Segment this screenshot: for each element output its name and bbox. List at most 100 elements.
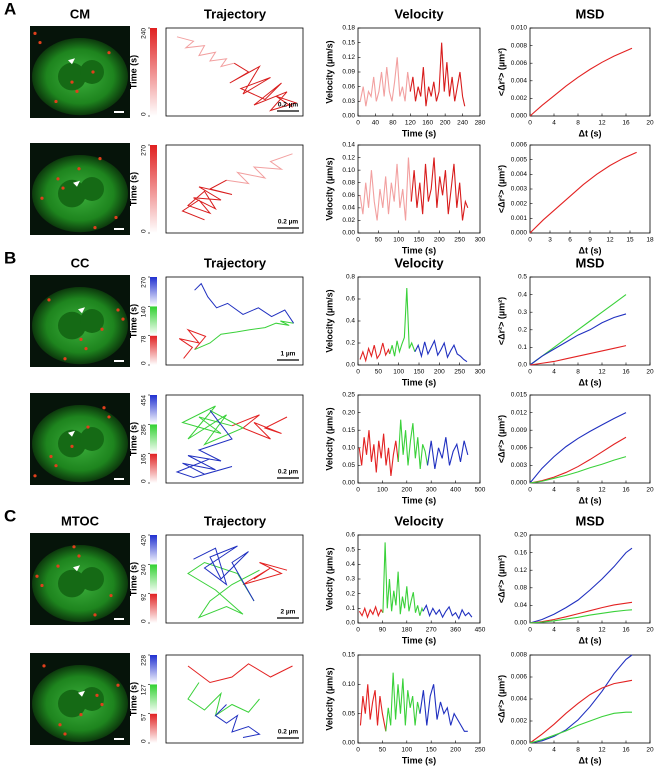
data-line — [422, 604, 473, 620]
trajectory-frame — [165, 27, 304, 117]
nucleus — [80, 309, 104, 333]
x-tick-label: 300 — [475, 237, 486, 244]
time-bar-segment — [150, 713, 157, 743]
trajectory-path — [187, 663, 293, 684]
y-axis-label: Velocity (µm/s) — [324, 157, 334, 220]
y-tick-label: 0.2 — [346, 590, 355, 597]
arrowhead — [78, 307, 85, 314]
x-tick-label: 16 — [622, 120, 630, 127]
axes-frame — [357, 276, 481, 366]
x-tick-label: 0 — [528, 237, 532, 244]
y-tick-label: 0.008 — [511, 652, 528, 659]
x-tick-label: 100 — [401, 747, 412, 754]
y-tick-label: 0.1 — [346, 605, 355, 612]
data-line — [529, 345, 627, 366]
x-tick-label: 100 — [393, 369, 404, 376]
x-tick-label: 200 — [440, 120, 451, 127]
trajectory-path — [181, 405, 245, 446]
nucleus — [58, 569, 86, 598]
axes-frame — [529, 276, 651, 366]
data-line — [529, 711, 632, 744]
x-tick-label: 150 — [426, 747, 437, 754]
arrowhead — [78, 690, 85, 697]
y-tick-label: 0.09 — [342, 69, 355, 76]
y-tick-label: 0.000 — [511, 113, 528, 120]
time-tick-label: 228 — [141, 655, 148, 666]
vesicle — [77, 554, 81, 558]
y-tick-label: 0.14 — [342, 142, 355, 149]
x-tick-label: 100 — [377, 487, 388, 494]
vesicle — [102, 406, 106, 410]
vesicle — [95, 693, 99, 697]
x-axis-label: Δt (s) — [579, 245, 602, 255]
y-tick-label: 0.008 — [511, 42, 528, 49]
data-line — [529, 456, 627, 484]
trajectory-path — [229, 62, 298, 112]
x-tick-label: 15 — [626, 237, 634, 244]
y-axis-label: Velocity (µm/s) — [324, 40, 334, 103]
y-tick-label: 0.003 — [511, 186, 528, 193]
scale-bar-label: 0.2 µm — [278, 469, 299, 476]
data-line — [359, 342, 391, 363]
y-tick-label: 0.15 — [342, 39, 355, 46]
y-tick-label: 0.00 — [342, 740, 355, 747]
x-tick-label: 240 — [457, 120, 468, 127]
x-tick-label: 80 — [389, 120, 397, 127]
axes-frame — [357, 654, 481, 744]
arrowhead — [68, 430, 75, 437]
y-tick-label: 0.012 — [511, 409, 528, 416]
vesicle — [54, 464, 58, 468]
x-tick-label: 450 — [475, 627, 486, 634]
scale-bar-label: 1 µm — [281, 351, 296, 358]
y-tick-label: 0.00 — [514, 620, 527, 627]
data-line — [529, 547, 633, 624]
x-tick-label: 20 — [646, 627, 654, 634]
y-tick-label: 0.03 — [342, 98, 355, 105]
time-bar-segment — [150, 28, 157, 116]
vesicle — [40, 583, 44, 588]
time-bar-label: Time (s) — [128, 422, 138, 456]
y-axis-label: <Δr²> (µm²) — [496, 555, 506, 603]
y-tick-label: 0.4 — [346, 318, 355, 325]
vesicle — [77, 167, 81, 171]
x-tick-label: 12 — [598, 747, 606, 754]
y-tick-label: 0.5 — [346, 546, 355, 553]
time-bar-segment — [150, 453, 157, 483]
x-tick-label: 40 — [372, 120, 380, 127]
vesicle — [33, 31, 37, 35]
scale-bar-label: 0.2 µm — [278, 729, 299, 736]
trajectory-path — [226, 153, 293, 185]
vesicle — [116, 308, 120, 312]
nucleus — [80, 177, 104, 201]
x-tick-label: 16 — [622, 747, 630, 754]
time-bar-label: Time (s) — [128, 562, 138, 596]
x-tick-label: 50 — [379, 747, 387, 754]
vesicle — [47, 298, 51, 302]
x-tick-label: 4 — [552, 369, 556, 376]
x-tick-label: 50 — [375, 237, 383, 244]
y-tick-label: 0.20 — [514, 532, 527, 539]
x-tick-label: 0 — [528, 120, 532, 127]
y-tick-label: 0.000 — [511, 480, 528, 487]
data-line — [359, 157, 412, 221]
data-line — [385, 672, 421, 732]
x-tick-label: 16 — [622, 487, 630, 494]
y-tick-label: 0.006 — [511, 142, 528, 149]
axes-frame — [529, 27, 651, 117]
panel-label: CM — [70, 6, 90, 21]
x-axis-label: Δt (s) — [579, 495, 602, 505]
trajectory-path — [214, 704, 261, 738]
vesicle — [91, 70, 95, 74]
data-line — [529, 679, 633, 744]
y-tick-label: 0.2 — [346, 340, 355, 347]
x-tick-label: 360 — [450, 627, 461, 634]
vesicle — [56, 177, 60, 181]
x-tick-label: 12 — [606, 237, 614, 244]
x-tick-label: 0 — [356, 369, 360, 376]
vesicle — [54, 99, 58, 104]
vesicle — [79, 337, 83, 341]
data-line — [529, 654, 633, 744]
data-line — [529, 47, 633, 117]
x-tick-label: 200 — [401, 487, 412, 494]
trajectory-path — [194, 282, 295, 324]
